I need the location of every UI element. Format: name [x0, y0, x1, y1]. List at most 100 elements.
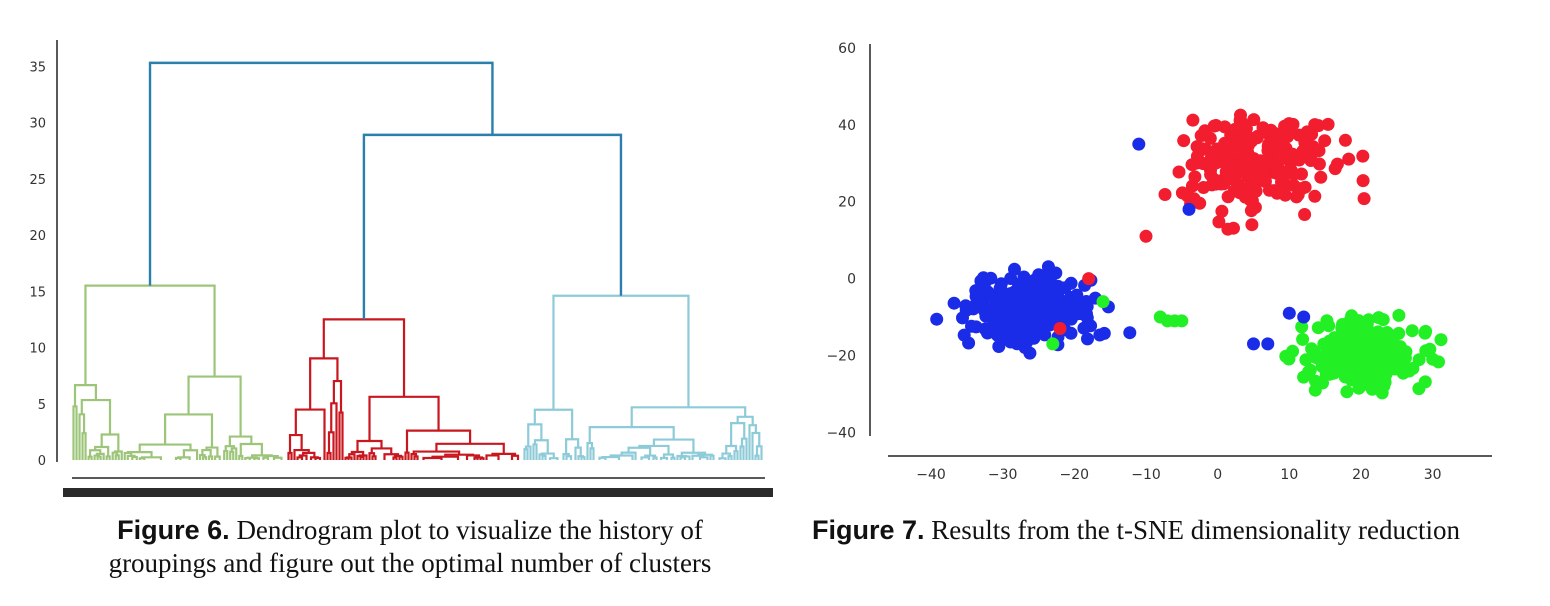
dendrogram-red-link: [398, 455, 404, 460]
scatter-point-red: [1278, 119, 1292, 133]
scatter-point-blue: [969, 297, 983, 311]
scatter-point-green: [1046, 337, 1060, 351]
dendrogram-cyan-link: [532, 443, 538, 460]
dendrogram-green-link: [114, 454, 120, 460]
scatter-point-blue: [1059, 304, 1073, 318]
dendrogram-red-link: [296, 456, 304, 460]
scatter-point-red: [1190, 140, 1204, 154]
dendrogram-red-link: [393, 454, 403, 458]
scatter-point-blue: [1093, 328, 1107, 342]
scatter-point-blue: [962, 336, 976, 350]
dendrogram-cyan-link: [540, 452, 555, 459]
scatter-point-red: [1357, 192, 1371, 206]
dendrogram-green-link: [182, 449, 199, 460]
scatter-point-green: [1359, 364, 1373, 378]
dendrogram-cyan-link: [533, 439, 549, 454]
dendrogram-red-link: [405, 429, 472, 453]
scatter-point-blue: [1023, 346, 1037, 360]
dendrogram-red-link: [359, 455, 365, 460]
scatter-point-green: [1096, 295, 1110, 309]
dendrogram-cyan-link: [670, 456, 676, 460]
scatter-point-blue: [965, 319, 978, 333]
dendrogram-cyan-link: [751, 431, 761, 460]
dendrogram-green-link: [105, 455, 111, 460]
scatter-point-red: [1230, 166, 1243, 180]
scatter-point-red: [1314, 170, 1328, 184]
y-tick-label: 25: [29, 173, 46, 188]
scatter-point-blue: [1008, 262, 1021, 276]
dendrogram-green-link: [81, 432, 87, 460]
scatter-point-green: [1175, 314, 1189, 328]
scatter-point-green: [1418, 326, 1432, 340]
tsne-scatter-chart: 60 40 20 0 −20 −40 −40 −30 −20 −10 0 10 20 30: [826, 41, 1492, 483]
dendrogram-green-link: [73, 383, 98, 407]
dendrogram-green-link: [238, 454, 244, 460]
dendrogram-cyan-link: [627, 446, 652, 456]
dendrogram-green-link: [187, 375, 242, 437]
scatter-point-blue: [992, 340, 1006, 353]
scatter-point-blue: [1020, 336, 1033, 349]
scatter-point-blue: [1132, 137, 1146, 151]
dendrogram-green-link: [72, 405, 78, 460]
scatter-point-blue: [1036, 322, 1050, 336]
scatter-point-red: [1308, 189, 1322, 203]
scatter-point-red: [1356, 174, 1370, 188]
dendrogram-green-link: [126, 454, 136, 460]
figure-7-text: Results from the t-SNE dimensionality re…: [924, 515, 1460, 545]
scatter-point-red: [1228, 122, 1242, 136]
scatter-point-red: [1244, 204, 1258, 218]
y-tick-label: −20: [826, 348, 856, 364]
dendrogram-red-link: [330, 402, 338, 460]
scatter-point-blue: [1021, 297, 1035, 311]
dendrogram-green-link: [80, 398, 112, 435]
y-tick-label: 15: [29, 285, 46, 300]
dendrogram-cyan-link: [733, 450, 739, 460]
dendrogram-cyan-link: [718, 457, 727, 460]
dendrogram-cyan-link: [680, 451, 707, 456]
dendrogram-cyan-link: [609, 454, 634, 460]
dendrogram-cyan-link: [652, 456, 658, 460]
dendrogram-red-link: [422, 456, 443, 460]
x-tick-label: 30: [1424, 467, 1442, 483]
dendrogram-green-link: [96, 455, 102, 460]
dendrogram-cyan-link: [562, 453, 570, 460]
scatter-point-red: [1212, 215, 1226, 229]
scatter-point-blue: [1030, 309, 1044, 323]
dendrogram-green-link: [87, 455, 93, 460]
scatter-point-green: [1365, 382, 1379, 396]
scatter-point-green: [1369, 350, 1383, 364]
dendrogram-green-link: [205, 446, 219, 457]
dendrogram-red-link: [327, 431, 335, 460]
dendrogram-cyan-link: [659, 456, 669, 460]
dendrogram-green-link: [138, 457, 146, 460]
x-tick-label: 0: [1213, 467, 1222, 483]
scatter-point-red: [1342, 152, 1356, 166]
dendrogram-cyan-link: [601, 455, 621, 460]
dendrogram-green-link: [246, 456, 258, 459]
scatter-point-red: [1221, 222, 1235, 236]
dendrogram-green-link: [177, 456, 191, 460]
dendrogram-green-link: [223, 449, 229, 460]
scatter-point-red: [1287, 167, 1301, 181]
scatter-point-green: [1341, 344, 1355, 358]
scatter-point-red: [1172, 165, 1186, 179]
dendrogram-cyan-link: [541, 454, 547, 460]
x-tick-label: −10: [1131, 467, 1161, 483]
dendrogram-cyan-link: [640, 456, 651, 460]
figure-6-label: Figure 6.: [117, 515, 230, 545]
scatter-point-blue: [1074, 307, 1088, 321]
scatter-point-red: [1250, 131, 1264, 145]
scatter-point-red: [1264, 123, 1278, 137]
scatter-point-red: [1218, 136, 1232, 150]
scatter-point-blue: [1182, 202, 1196, 216]
scatter-point-green: [1328, 346, 1342, 360]
dendrogram-red-link: [332, 379, 343, 413]
scatter-point-blue: [1261, 337, 1275, 351]
scatter-point-blue: [1031, 291, 1045, 305]
dendrogram-red-link: [474, 456, 484, 459]
dendrogram-green-link: [100, 433, 120, 452]
x-tick-label: −40: [916, 467, 946, 483]
scatter-point-green: [1286, 344, 1300, 358]
scatter-point-red: [1211, 150, 1225, 164]
scatter-point-red: [1321, 117, 1335, 131]
